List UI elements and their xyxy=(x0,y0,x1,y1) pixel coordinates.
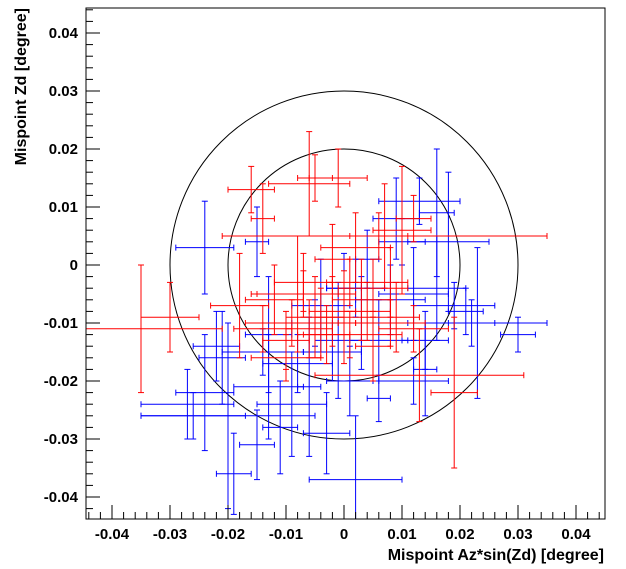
error-bar-point xyxy=(407,235,467,341)
error-bar-point xyxy=(378,357,449,405)
error-bar-point xyxy=(244,299,339,347)
x-tick-label: -0.02 xyxy=(211,526,245,543)
reference-circle-2 xyxy=(169,90,519,440)
error-bar-point xyxy=(140,392,246,440)
error-bar-point xyxy=(355,299,426,347)
series-2 xyxy=(86,131,548,469)
x-tick-label: -0.04 xyxy=(95,526,130,543)
y-tick-label: 0.03 xyxy=(49,83,78,100)
y-tick-labels: -0.04 -0.03 -0.02 -0.01 0 0.01 0.02 0.03 0.04 xyxy=(44,25,79,506)
error-bar-point xyxy=(140,368,235,440)
error-bar-point xyxy=(273,252,333,312)
axis-ticks xyxy=(86,9,600,519)
y-tick-label: -0.01 xyxy=(44,315,78,332)
y-axis-title: Mispoint Zd [degree] xyxy=(13,8,30,165)
error-bar-point xyxy=(215,432,252,515)
error-bar-point xyxy=(175,334,235,452)
x-tick-labels: -0.04 -0.03 -0.02 -0.01 0 0.01 0.02 0.03 0.04 xyxy=(95,526,591,543)
error-bar-point xyxy=(372,281,420,353)
error-bar-point xyxy=(297,154,333,202)
error-bar-point xyxy=(308,415,403,519)
error-bar-point xyxy=(302,392,351,475)
y-tick-label: 0.02 xyxy=(49,141,78,158)
error-bar-point xyxy=(140,281,200,353)
plot-frame xyxy=(85,7,606,520)
error-bar-point xyxy=(175,200,235,295)
y-tick-label: -0.02 xyxy=(44,373,78,390)
x-tick-label: 0.04 xyxy=(561,526,591,543)
data-series xyxy=(86,131,548,519)
error-bar-point xyxy=(430,316,478,469)
error-bar-point xyxy=(250,334,322,382)
error-bar-point xyxy=(372,165,432,295)
x-tick-label: 0.01 xyxy=(387,526,416,543)
error-bar-point xyxy=(210,252,270,359)
error-bar-point xyxy=(221,183,548,289)
error-bar-point xyxy=(297,310,403,359)
x-tick-label: 0 xyxy=(340,526,348,543)
y-tick-label: 0.04 xyxy=(49,25,79,42)
error-bar-point xyxy=(262,380,299,475)
x-axis-title: Mispoint Az*sin(Zd) [degree] xyxy=(388,547,604,564)
error-bar-point xyxy=(250,183,275,254)
error-bar-point xyxy=(378,177,461,225)
x-tick-label: -0.01 xyxy=(269,526,303,543)
error-bar-point xyxy=(239,409,275,481)
y-tick-label: 0 xyxy=(70,257,78,274)
x-tick-label: -0.03 xyxy=(153,526,187,543)
error-bar-point xyxy=(407,247,548,399)
y-tick-label: 0.01 xyxy=(49,199,78,216)
error-bar-point xyxy=(500,316,536,353)
x-tick-label: 0.02 xyxy=(445,526,474,543)
y-tick-label: -0.04 xyxy=(44,489,79,506)
y-tick-label: -0.03 xyxy=(44,431,78,448)
error-bar-point xyxy=(86,264,223,394)
x-tick-label: 0.03 xyxy=(503,526,532,543)
error-bar-point xyxy=(268,131,351,237)
error-bar-point xyxy=(395,194,432,243)
error-bar-point xyxy=(227,165,275,214)
